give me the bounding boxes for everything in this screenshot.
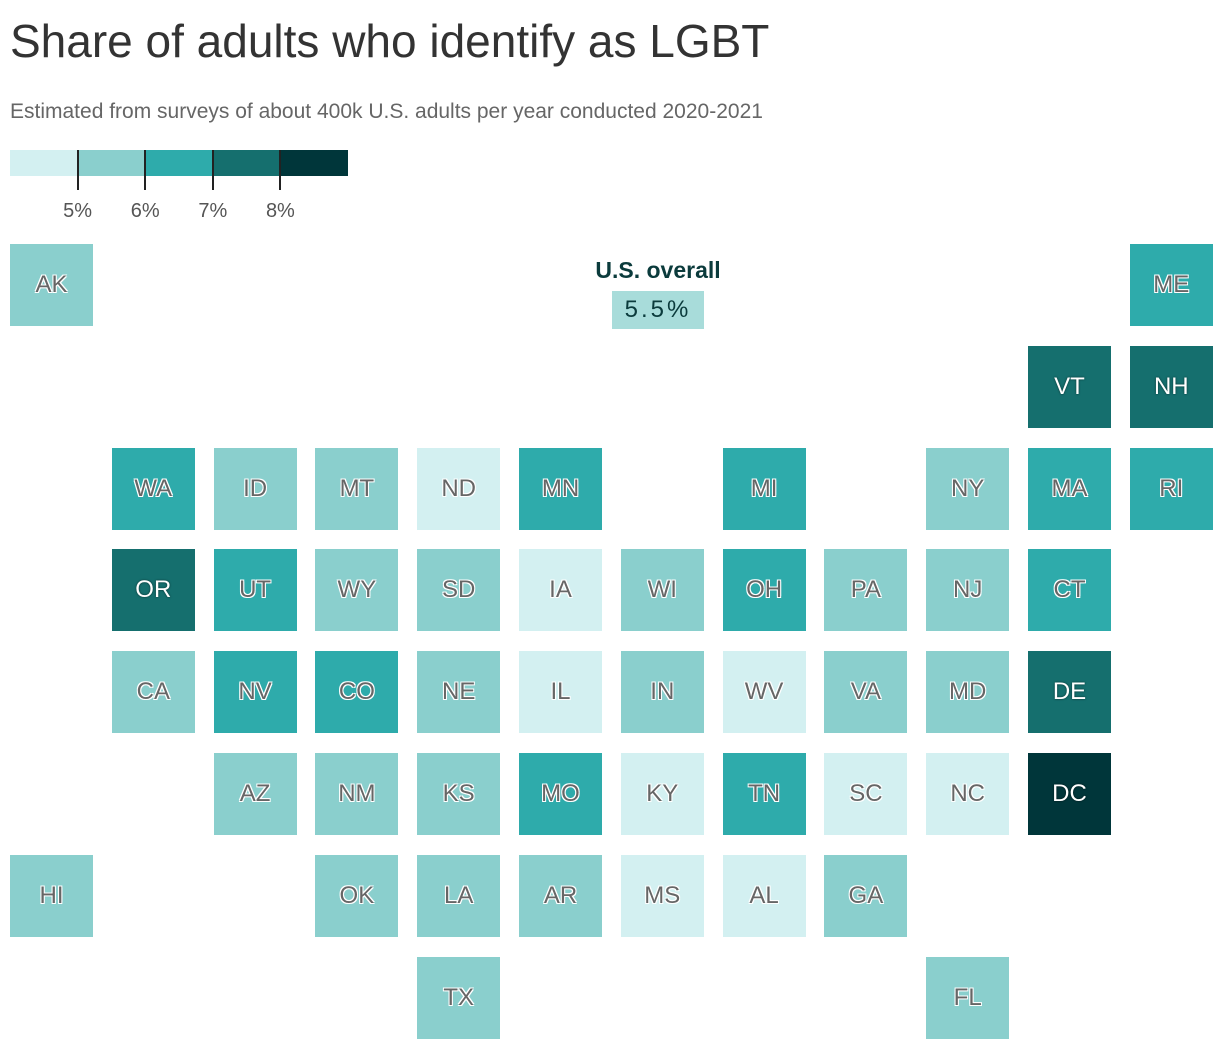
- state-tile-md[interactable]: MD: [926, 651, 1010, 734]
- state-tile-ut[interactable]: UT: [213, 549, 297, 632]
- state-tile-nv[interactable]: NV: [213, 651, 297, 734]
- state-tile-me[interactable]: ME: [1129, 244, 1213, 326]
- legend-swatch: [212, 150, 281, 176]
- state-tile-nc[interactable]: NC: [926, 753, 1010, 835]
- state-tile-vt[interactable]: VT: [1028, 345, 1111, 428]
- state-tile-nm[interactable]: NM: [315, 753, 399, 835]
- state-tile-wa[interactable]: WA: [111, 447, 195, 530]
- state-tile-pa[interactable]: PA: [824, 549, 908, 632]
- state-tile-tx[interactable]: TX: [417, 956, 501, 1039]
- state-tile-dc[interactable]: DC: [1028, 753, 1111, 835]
- legend-tick-label: 7%: [198, 200, 228, 222]
- legend-swatch: [10, 150, 78, 176]
- state-tile-co[interactable]: CO: [315, 651, 399, 734]
- state-tile-ri[interactable]: RI: [1129, 447, 1213, 530]
- state-tile-al[interactable]: AL: [722, 854, 806, 937]
- state-tile-nh[interactable]: NH: [1129, 345, 1213, 428]
- state-tile-ga[interactable]: GA: [824, 854, 908, 937]
- legend-swatch: [145, 150, 213, 176]
- legend-tick-label: 5%: [63, 200, 93, 222]
- us-overall-label: U.S. overall: [595, 257, 721, 283]
- state-tile-or[interactable]: OR: [111, 549, 195, 632]
- state-tile-ar[interactable]: AR: [519, 854, 602, 937]
- state-tile-de[interactable]: DE: [1028, 651, 1111, 734]
- state-tile-va[interactable]: VA: [824, 651, 908, 734]
- us-overall-value: 5.5%: [612, 291, 704, 329]
- state-tile-hi[interactable]: HI: [10, 854, 93, 937]
- legend-tick-label: 6%: [130, 200, 160, 222]
- state-tile-ms[interactable]: MS: [620, 854, 704, 937]
- state-tile-ak[interactable]: AK: [10, 244, 93, 326]
- state-tile-tn[interactable]: TN: [722, 753, 806, 835]
- legend-swatch: [77, 150, 146, 176]
- state-tile-ma[interactable]: MA: [1028, 447, 1111, 530]
- state-tile-az[interactable]: AZ: [213, 753, 297, 835]
- legend-tick: [279, 150, 282, 190]
- state-tile-ia[interactable]: IA: [519, 549, 602, 632]
- state-tile-il[interactable]: IL: [519, 651, 602, 734]
- state-tile-wv[interactable]: WV: [722, 651, 806, 734]
- color-legend: 5% 6% 7% 8%: [10, 150, 348, 230]
- legend-tick-label: 8%: [265, 200, 295, 222]
- state-tile-la[interactable]: LA: [417, 854, 501, 937]
- state-tile-ky[interactable]: KY: [620, 753, 704, 835]
- state-tile-sd[interactable]: SD: [417, 549, 501, 632]
- chart-subtitle: Estimated from surveys of about 400k U.S…: [10, 100, 763, 123]
- state-tile-ny[interactable]: NY: [926, 447, 1010, 530]
- state-tile-fl[interactable]: FL: [926, 956, 1010, 1039]
- state-tile-mo[interactable]: MO: [519, 753, 602, 835]
- state-tile-in[interactable]: IN: [620, 651, 704, 734]
- state-tile-nd[interactable]: ND: [417, 447, 501, 530]
- state-tile-mt[interactable]: MT: [315, 447, 399, 530]
- legend-tick: [76, 150, 79, 190]
- legend-tick: [144, 150, 147, 190]
- state-tile-mn[interactable]: MN: [519, 447, 602, 530]
- state-tile-wy[interactable]: WY: [315, 549, 399, 632]
- state-tile-oh[interactable]: OH: [722, 549, 806, 632]
- chart-title: Share of adults who identify as LGBT: [10, 15, 770, 67]
- legend-tick: [211, 150, 214, 190]
- state-tile-ct[interactable]: CT: [1028, 549, 1111, 632]
- state-tile-ca[interactable]: CA: [111, 651, 195, 734]
- state-tile-wi[interactable]: WI: [620, 549, 704, 632]
- state-tile-id[interactable]: ID: [213, 447, 297, 530]
- state-tile-ne[interactable]: NE: [417, 651, 501, 734]
- state-tile-ok[interactable]: OK: [315, 854, 399, 937]
- state-tile-nj[interactable]: NJ: [926, 549, 1010, 632]
- state-tile-ks[interactable]: KS: [417, 753, 501, 835]
- state-tile-sc[interactable]: SC: [824, 753, 908, 835]
- legend-swatch: [280, 150, 348, 176]
- state-tile-mi[interactable]: MI: [722, 447, 806, 530]
